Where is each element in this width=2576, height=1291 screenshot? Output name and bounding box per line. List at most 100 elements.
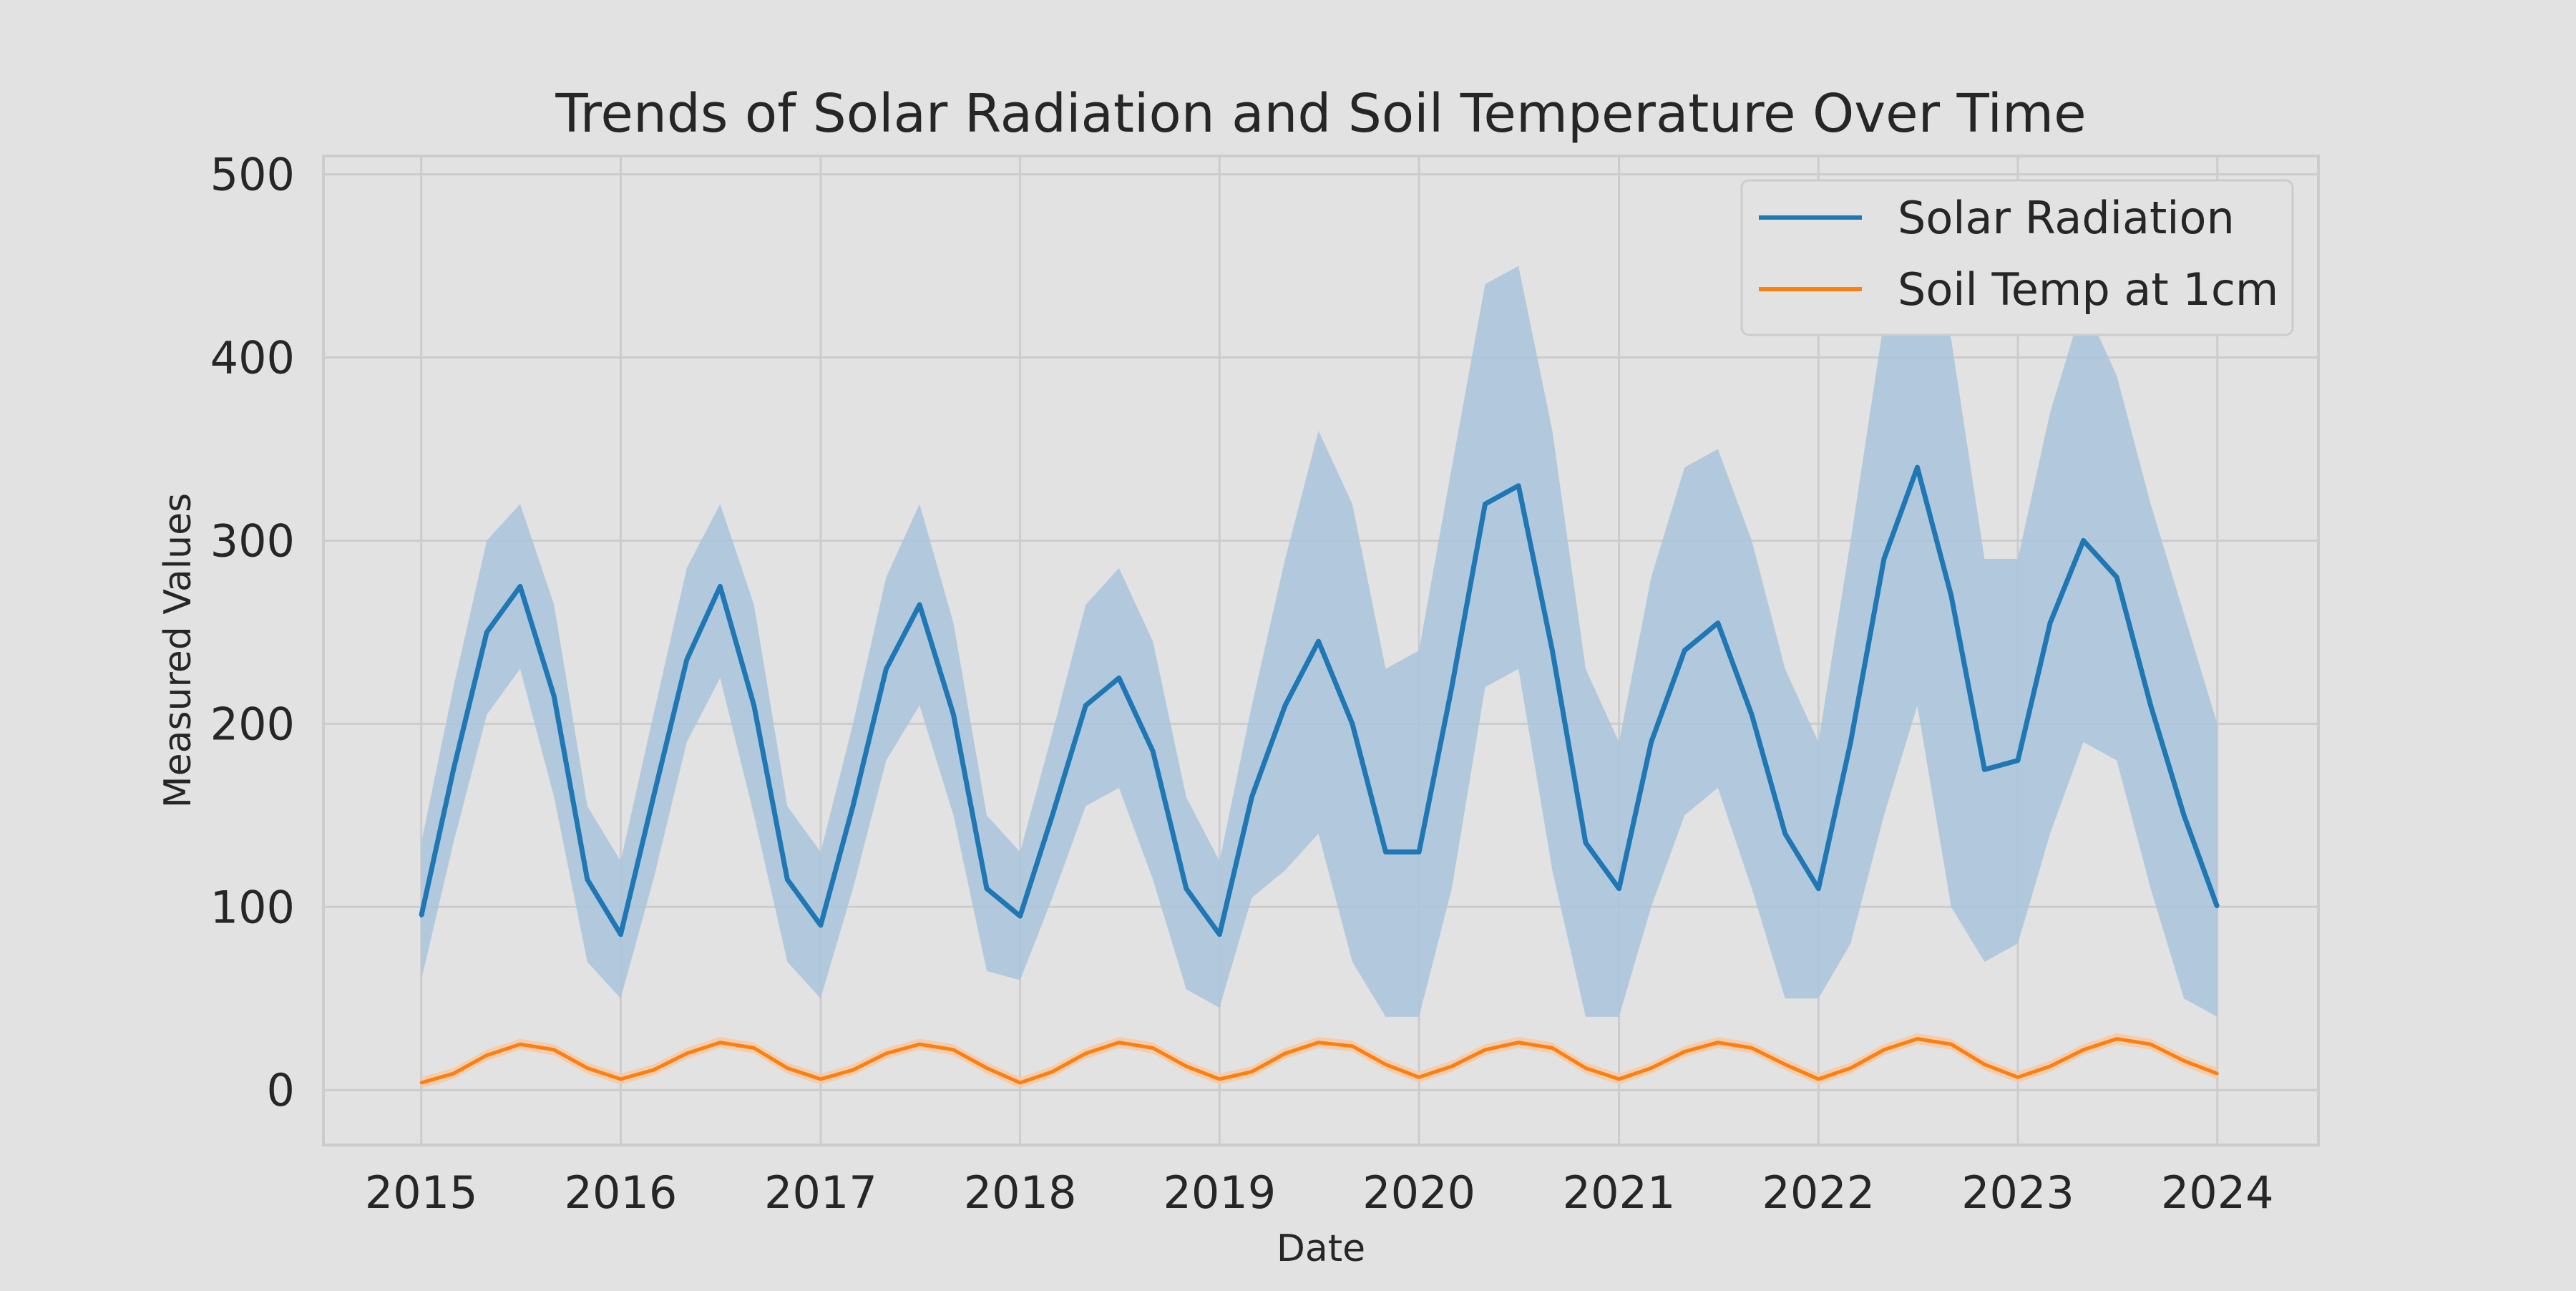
data-point-soil-temp-at-1cm: [1783, 1063, 1787, 1066]
x-tick-label: 2017: [764, 1166, 877, 1219]
x-tick-label: 2022: [1762, 1166, 1875, 1219]
data-point-soil-temp-at-1cm: [918, 1043, 922, 1046]
data-point-solar-radiation: [1218, 932, 1221, 936]
data-point-soil-temp-at-1cm: [2149, 1043, 2152, 1046]
data-point-solar-radiation: [1750, 713, 1754, 716]
data-point-soil-temp-at-1cm: [2182, 1059, 2186, 1063]
legend-box: [1740, 179, 2294, 336]
data-point-solar-radiation: [1250, 795, 1254, 799]
data-point-soil-temp-at-1cm: [1483, 1048, 1487, 1051]
data-point-solar-radiation: [452, 768, 455, 771]
data-point-solar-radiation: [1916, 466, 1919, 469]
data-point-solar-radiation: [1617, 887, 1621, 890]
data-point-solar-radiation: [1384, 850, 1387, 854]
data-point-solar-radiation: [1817, 887, 1820, 890]
data-point-soil-temp-at-1cm: [819, 1077, 822, 1081]
data-point-solar-radiation: [1683, 649, 1687, 652]
data-point-solar-radiation: [819, 923, 822, 927]
data-point-soil-temp-at-1cm: [985, 1066, 988, 1070]
data-point-solar-radiation: [419, 915, 423, 918]
data-point-solar-radiation: [585, 877, 589, 881]
data-point-soil-temp-at-1cm: [1849, 1066, 1853, 1070]
data-point-soil-temp-at-1cm: [1716, 1041, 1719, 1044]
data-point-soil-temp-at-1cm: [1949, 1043, 1953, 1046]
data-point-solar-radiation: [1050, 814, 1054, 817]
data-point-solar-radiation: [952, 713, 955, 716]
data-point-soil-temp-at-1cm: [952, 1048, 955, 1051]
data-point-soil-temp-at-1cm: [518, 1043, 522, 1046]
data-point-soil-temp-at-1cm: [2115, 1037, 2119, 1041]
x-tick-label: 2023: [1961, 1166, 2074, 1219]
data-point-solar-radiation: [2215, 905, 2219, 909]
data-point-solar-radiation: [619, 932, 623, 936]
data-point-solar-radiation: [552, 695, 556, 698]
data-point-soil-temp-at-1cm: [1018, 1081, 1022, 1084]
data-point-solar-radiation: [1517, 484, 1521, 487]
data-point-soil-temp-at-1cm: [1151, 1046, 1155, 1050]
data-point-solar-radiation: [786, 877, 789, 881]
data-point-solar-radiation: [1350, 722, 1354, 726]
data-point-solar-radiation: [2016, 759, 2019, 762]
data-point-soil-temp-at-1cm: [1117, 1041, 1121, 1044]
data-point-solar-radiation: [1084, 703, 1088, 707]
data-point-soil-temp-at-1cm: [485, 1053, 489, 1057]
legend-label-soil-temp: Soil Temp at 1cm: [1898, 263, 2278, 316]
data-point-solar-radiation: [852, 804, 854, 808]
data-point-soil-temp-at-1cm: [1250, 1070, 1254, 1073]
y-tick-label: 200: [210, 698, 295, 750]
x-tick-labels: 2015 2016 2017 2018 2019 2020 2021 2022 2023 2024: [365, 1166, 2274, 1219]
data-point-soil-temp-at-1cm: [718, 1041, 722, 1044]
y-tick-label: 400: [210, 332, 295, 384]
data-point-solar-radiation: [884, 667, 888, 671]
data-point-solar-radiation: [652, 795, 655, 799]
data-point-solar-radiation: [1949, 594, 1953, 598]
data-point-soil-temp-at-1cm: [786, 1066, 789, 1070]
y-axis-label: Measured Values: [157, 493, 200, 808]
y-tick-label: 500: [210, 149, 295, 201]
data-point-soil-temp-at-1cm: [1384, 1063, 1387, 1066]
data-point-solar-radiation: [1450, 686, 1453, 689]
data-point-soil-temp-at-1cm: [2082, 1048, 2085, 1051]
data-point-soil-temp-at-1cm: [1450, 1065, 1453, 1068]
x-tick-label: 2020: [1362, 1166, 1475, 1219]
y-tick-label: 0: [267, 1064, 295, 1116]
data-point-solar-radiation: [485, 630, 489, 634]
data-point-solar-radiation: [1983, 768, 1986, 771]
data-point-solar-radiation: [1151, 749, 1155, 753]
data-point-soil-temp-at-1cm: [1084, 1052, 1088, 1055]
data-point-solar-radiation: [985, 887, 988, 890]
data-point-soil-temp-at-1cm: [619, 1077, 623, 1081]
data-point-solar-radiation: [518, 585, 522, 588]
data-point-solar-radiation: [2115, 575, 2119, 579]
data-point-soil-temp-at-1cm: [884, 1052, 888, 1055]
data-point-solar-radiation: [1649, 741, 1653, 744]
data-point-solar-radiation: [752, 703, 756, 707]
data-point-soil-temp-at-1cm: [1551, 1046, 1554, 1050]
data-point-solar-radiation: [1483, 502, 1487, 506]
x-tick-label: 2016: [565, 1166, 678, 1219]
band-solar-radiation: [421, 229, 2218, 1017]
series-lines: [419, 464, 2220, 1085]
data-point-solar-radiation: [1018, 915, 1022, 918]
x-tick-label: 2018: [964, 1166, 1077, 1219]
data-point-solar-radiation: [718, 585, 722, 588]
y-tick-labels: 0 100 200 300 400 500: [210, 149, 295, 1117]
data-point-soil-temp-at-1cm: [1916, 1037, 1919, 1041]
data-point-soil-temp-at-1cm: [1284, 1052, 1287, 1055]
y-tick-label: 100: [210, 881, 295, 933]
data-point-soil-temp-at-1cm: [2215, 1072, 2219, 1076]
data-point-solar-radiation: [1317, 640, 1320, 643]
data-point-soil-temp-at-1cm: [552, 1048, 556, 1051]
data-point-soil-temp-at-1cm: [1584, 1066, 1587, 1070]
data-point-soil-temp-at-1cm: [752, 1046, 756, 1050]
data-point-soil-temp-at-1cm: [2016, 1076, 2019, 1079]
data-point-soil-temp-at-1cm: [1350, 1044, 1354, 1048]
data-point-solar-radiation: [2082, 539, 2085, 542]
x-tick-label: 2015: [365, 1166, 478, 1219]
data-point-soil-temp-at-1cm: [2049, 1065, 2052, 1068]
data-point-solar-radiation: [1882, 557, 1885, 560]
chart-title: Trends of Solar Radiation and Soil Tempe…: [555, 83, 2086, 145]
x-tick-label: 2021: [1563, 1166, 1676, 1219]
data-point-soil-temp-at-1cm: [652, 1068, 655, 1072]
